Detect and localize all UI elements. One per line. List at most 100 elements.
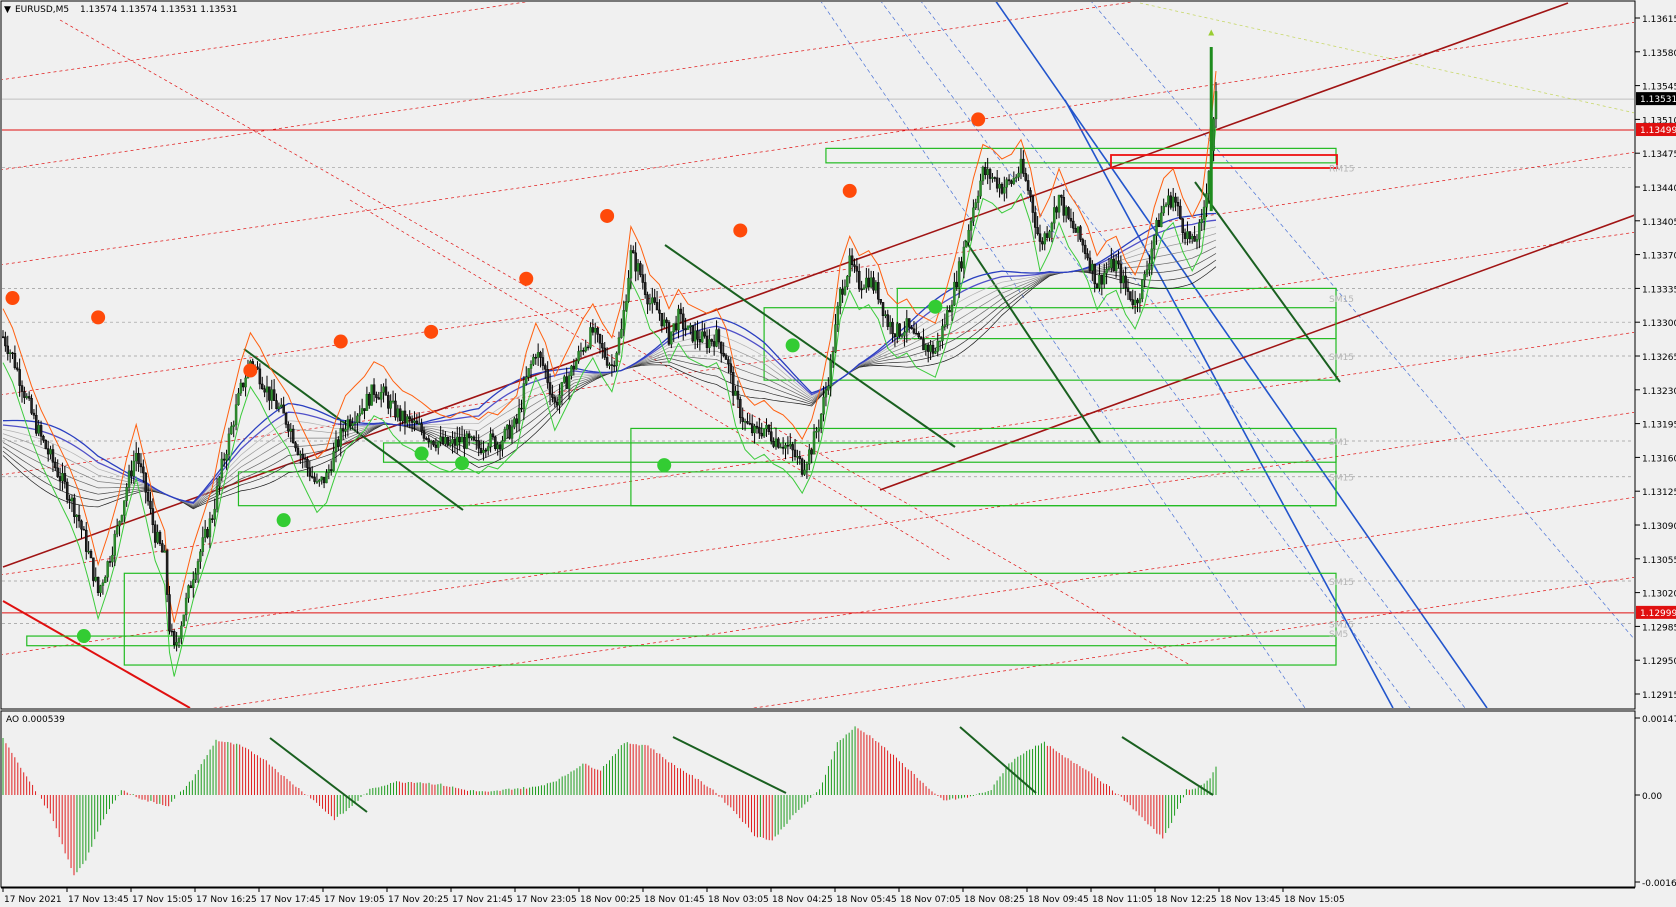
candle[interactable] <box>325 469 328 484</box>
candle[interactable] <box>187 584 190 603</box>
ao-plot[interactable] <box>2 726 1217 876</box>
sell-signal-dot[interactable] <box>519 271 534 286</box>
candle[interactable] <box>230 422 233 435</box>
candle[interactable] <box>56 459 59 478</box>
candle[interactable] <box>158 530 162 546</box>
candle[interactable] <box>417 412 421 426</box>
candle[interactable] <box>582 347 585 356</box>
candle[interactable] <box>177 636 181 648</box>
candle[interactable] <box>648 293 652 311</box>
candle[interactable] <box>950 300 954 322</box>
candle[interactable] <box>779 443 782 449</box>
candle[interactable] <box>465 430 469 450</box>
candle[interactable] <box>617 331 621 356</box>
candle[interactable] <box>605 347 609 368</box>
candle[interactable] <box>127 464 131 493</box>
candle[interactable] <box>37 419 40 437</box>
candle[interactable] <box>929 339 932 361</box>
candle[interactable] <box>589 322 592 350</box>
candle[interactable] <box>320 476 323 485</box>
candle[interactable] <box>762 428 766 438</box>
candle[interactable] <box>1205 183 1208 218</box>
candle[interactable] <box>850 248 854 272</box>
candle[interactable] <box>1079 225 1082 242</box>
candle[interactable] <box>1143 270 1146 288</box>
candle[interactable] <box>1024 167 1027 182</box>
candle[interactable] <box>306 456 309 477</box>
candle[interactable] <box>182 614 186 627</box>
candle[interactable] <box>598 333 602 354</box>
candle[interactable] <box>1000 182 1004 195</box>
candle[interactable] <box>494 435 497 451</box>
candle[interactable] <box>817 419 821 442</box>
candle[interactable] <box>991 173 994 183</box>
candle[interactable] <box>1114 254 1118 278</box>
candle[interactable] <box>284 411 288 429</box>
candle[interactable] <box>439 425 442 447</box>
candle[interactable] <box>1031 194 1035 223</box>
candle[interactable] <box>662 312 666 329</box>
candle[interactable] <box>301 448 304 469</box>
candle[interactable] <box>936 332 939 357</box>
candle[interactable] <box>622 300 626 337</box>
candle[interactable] <box>341 424 345 441</box>
candle[interactable] <box>84 521 88 560</box>
candle[interactable] <box>137 447 140 472</box>
candle[interactable] <box>995 170 999 193</box>
sell-signal-dot[interactable] <box>842 183 857 198</box>
candle[interactable] <box>477 434 480 457</box>
candle[interactable] <box>1133 290 1137 314</box>
candle[interactable] <box>805 461 809 479</box>
candle[interactable] <box>1176 196 1180 217</box>
candle[interactable] <box>275 393 278 410</box>
candle[interactable] <box>857 263 861 292</box>
candle[interactable] <box>967 224 970 246</box>
candle[interactable] <box>998 177 1001 198</box>
candle[interactable] <box>632 245 635 254</box>
candle[interactable] <box>634 242 637 282</box>
candle[interactable] <box>241 382 245 392</box>
candle[interactable] <box>303 453 307 468</box>
candle[interactable] <box>815 426 818 439</box>
candle[interactable] <box>1081 237 1085 253</box>
candle[interactable] <box>1198 219 1201 249</box>
candle[interactable] <box>1057 194 1061 219</box>
candle[interactable] <box>313 472 316 485</box>
candle[interactable] <box>180 621 183 645</box>
candle[interactable] <box>201 526 205 557</box>
candle[interactable] <box>1076 226 1080 242</box>
candle[interactable] <box>104 575 107 584</box>
sell-signal-dot[interactable] <box>5 291 20 306</box>
candle[interactable] <box>92 557 95 587</box>
candle[interactable] <box>146 484 150 506</box>
candle[interactable] <box>489 427 492 453</box>
candle[interactable] <box>641 264 645 290</box>
candle[interactable] <box>905 309 909 343</box>
sell-signal-dot[interactable] <box>333 334 348 349</box>
candle[interactable] <box>1060 194 1063 206</box>
candle[interactable] <box>784 442 787 460</box>
candle[interactable] <box>308 460 312 482</box>
candle[interactable] <box>491 429 495 441</box>
candle[interactable] <box>1055 205 1058 220</box>
candle[interactable] <box>282 396 285 414</box>
candle[interactable] <box>1110 247 1113 273</box>
candle[interactable] <box>444 431 447 447</box>
candle[interactable] <box>425 436 428 441</box>
candle[interactable] <box>910 325 913 330</box>
candle[interactable] <box>408 410 411 429</box>
candle[interactable] <box>318 478 321 487</box>
candle[interactable] <box>379 384 383 408</box>
candle[interactable] <box>153 520 157 548</box>
candle[interactable] <box>203 520 207 543</box>
candle[interactable] <box>955 270 959 291</box>
candle[interactable] <box>1195 234 1199 250</box>
candle[interactable] <box>23 386 26 404</box>
candle[interactable] <box>777 437 780 449</box>
sell-signal-dot[interactable] <box>243 363 258 378</box>
candle[interactable] <box>291 424 295 444</box>
candle[interactable] <box>68 494 71 509</box>
candle[interactable] <box>941 318 944 349</box>
candle[interactable] <box>917 331 920 339</box>
candle[interactable] <box>13 345 17 370</box>
